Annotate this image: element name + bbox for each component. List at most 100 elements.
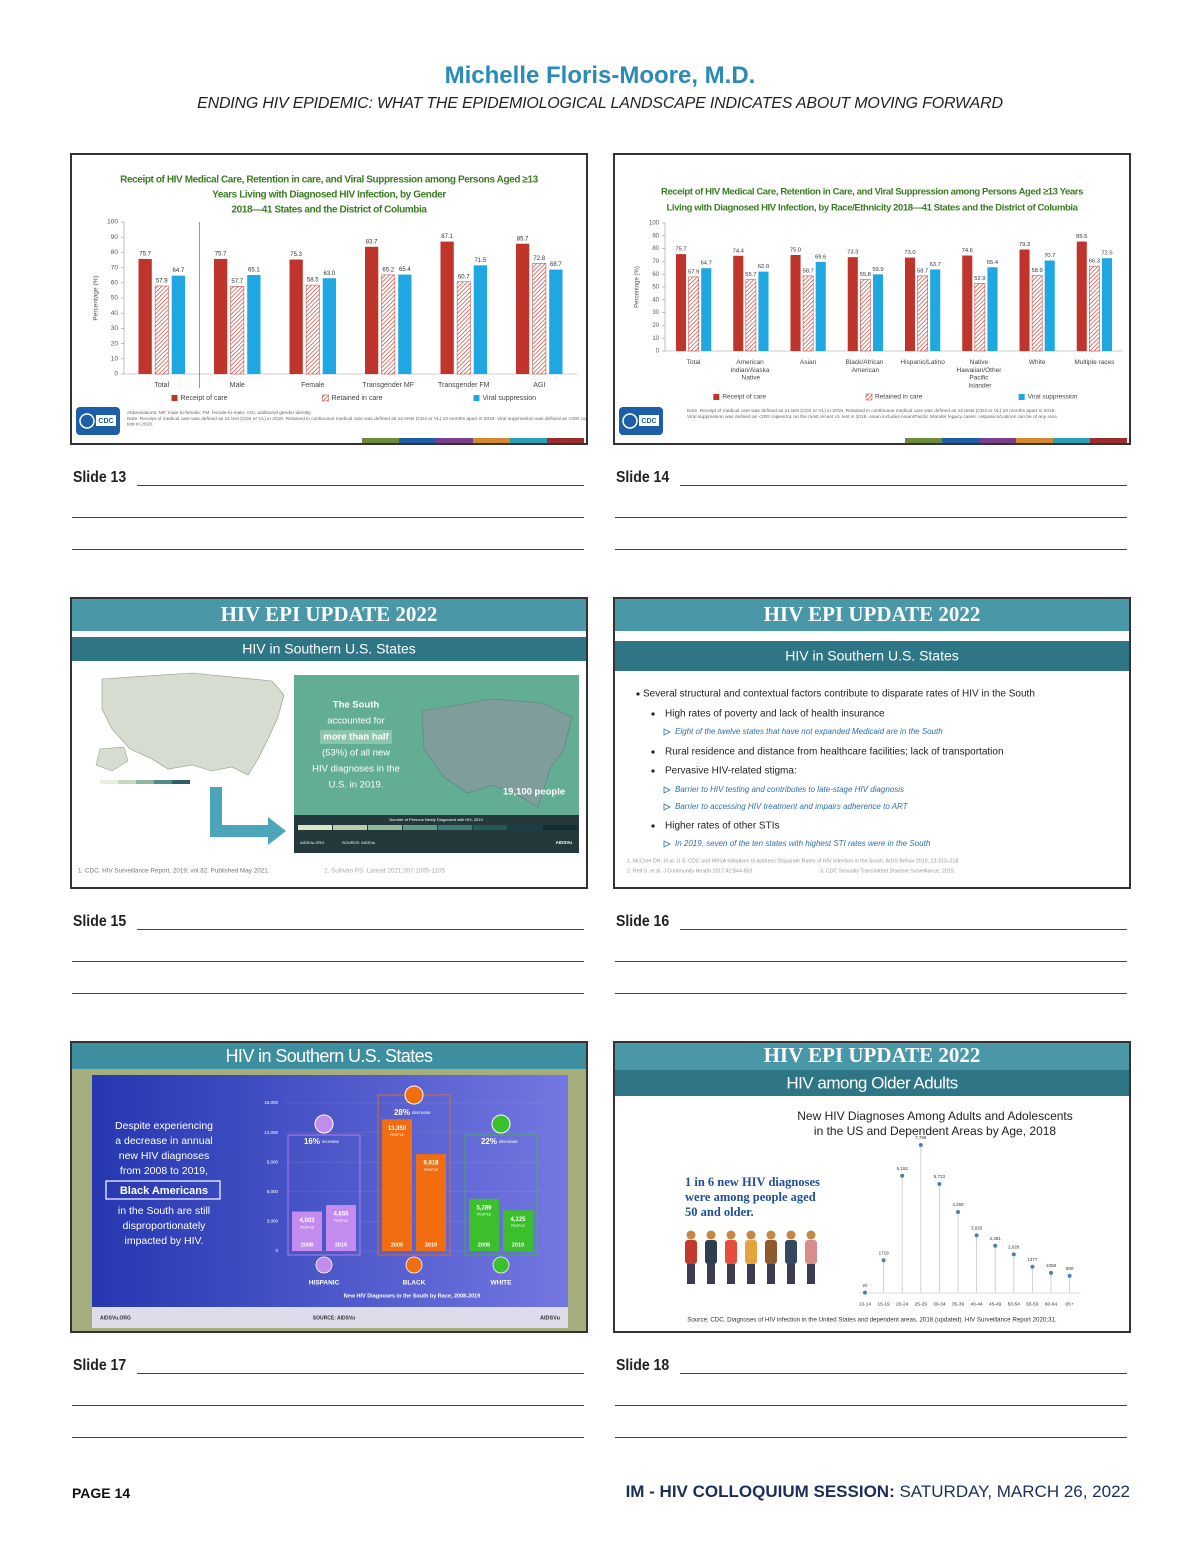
- y-tick-label: 30: [111, 325, 119, 332]
- session-subtitle: ENDING HIV EPIDEMIC: WHAT THE EPIDEMIOLO…: [197, 95, 1003, 112]
- color-strip: [905, 438, 942, 443]
- bar: [1044, 260, 1055, 351]
- value-label: 65.4: [987, 260, 999, 266]
- face-icon: [315, 1256, 333, 1274]
- y-tick-label: 100: [649, 221, 660, 227]
- x-tick-label: 45-49: [989, 1301, 1002, 1307]
- bullet: [651, 750, 655, 754]
- value-label: 72.5: [1101, 251, 1112, 257]
- slide-frame: HIV EPI UPDATE 2022 HIV in Southern U.S. …: [70, 597, 588, 889]
- slide-canvas: HIV EPI UPDATE 2022 HIV in Southern U.S. …: [615, 599, 1129, 874]
- person-head: [706, 1230, 716, 1240]
- bar: [1101, 258, 1113, 351]
- bullet-text: Rural residence and distance from health…: [665, 747, 1004, 758]
- y-tick-label: 9,000: [267, 1159, 279, 1164]
- value-label: 55.7: [745, 272, 756, 278]
- x-tick-label: 55-59: [1026, 1301, 1039, 1307]
- chart-title: Receipt of HIV Medical Care, Retention i…: [661, 187, 1083, 198]
- bar: [688, 276, 699, 352]
- note-line: [137, 1373, 584, 1374]
- title-band: [72, 599, 586, 631]
- title-band: [72, 1043, 586, 1069]
- note-line: [72, 1405, 584, 1406]
- color-strip: [1090, 438, 1127, 443]
- value-label: 4,125: [510, 1217, 526, 1223]
- bar: [860, 279, 871, 352]
- value-label: 75.0: [790, 248, 801, 254]
- x-tick-label: Transgender MF: [363, 382, 414, 389]
- bar: [802, 275, 814, 352]
- footer-left: AIDSVu.ORG: [300, 840, 324, 845]
- legend-swatch: [865, 393, 873, 401]
- color-strip: [547, 438, 584, 443]
- logo-emblem: [79, 413, 95, 429]
- value-label: 58.7: [917, 268, 928, 274]
- legend-cell: [508, 825, 542, 830]
- x-tick-label: American Indian/Alaska Native: [730, 359, 771, 382]
- bullet-text: Barrier to accessing HIV treatment and i…: [675, 802, 909, 811]
- value-label: 3,025: [971, 1226, 983, 1231]
- bar: [469, 1198, 499, 1251]
- value-label: 2,481: [990, 1236, 1002, 1241]
- legend-label: Viral suppression: [483, 395, 537, 402]
- y-tick-label: 50: [652, 285, 659, 291]
- bar: [364, 246, 379, 374]
- note-line: [615, 993, 1127, 994]
- person-head: [726, 1230, 736, 1240]
- value-label: 57.9: [688, 269, 699, 275]
- x-tick-label: Asian: [800, 359, 817, 366]
- panel-footer: [92, 1307, 568, 1328]
- lollipop-dot: [1030, 1264, 1035, 1269]
- change-label: decrease: [412, 1110, 431, 1115]
- bar: [917, 275, 928, 352]
- slide-canvas: HIV in Southern U.S. States Despite exper…: [72, 1043, 586, 1331]
- footer-left: AIDSVu.ORG: [100, 1315, 131, 1321]
- bar: [872, 274, 884, 351]
- x-tick-label: Black/African American: [846, 359, 886, 374]
- slide-frame: HIV EPI UPDATE 2022 HIV in Southern U.S. …: [613, 597, 1131, 889]
- person-body: [785, 1240, 797, 1264]
- slide-frame: 0 10 20 30 40 50 60 70 80 90 100 Percentage (%) Tota…: [613, 153, 1131, 445]
- value-label: 64.7: [173, 268, 185, 274]
- person-legs: [747, 1264, 755, 1284]
- slide-label: Slide 18: [616, 1357, 670, 1374]
- slide-frame: 0 10 20 30 40 50 60 70 80 90 100 Percentage (%) Tota…: [70, 153, 588, 445]
- face-icon: [492, 1256, 510, 1274]
- legend-swatch: [322, 394, 329, 402]
- bullet: [651, 824, 655, 828]
- value-label: 65.2: [382, 267, 394, 273]
- callout-text: 50 and older.: [685, 1205, 754, 1219]
- value-label: 1377: [1027, 1257, 1038, 1262]
- person-body: [705, 1240, 717, 1264]
- slide-title: HIV in Southern U.S. States: [226, 1046, 434, 1066]
- person-legs: [727, 1264, 735, 1284]
- color-strip: [362, 438, 399, 443]
- slide-subtitle: HIV among Older Adults: [786, 1073, 957, 1092]
- logo-box: [639, 415, 659, 426]
- note-line: [72, 961, 584, 962]
- x-tick-label: Hispanic/Latino: [900, 359, 945, 366]
- year-label: 2019: [425, 1242, 437, 1248]
- title-band: [615, 1043, 1129, 1070]
- lollipop-dot: [993, 1243, 998, 1248]
- group-name: HISPANIC: [309, 1280, 340, 1287]
- body-text: in the South are still: [118, 1205, 210, 1217]
- slide-subtitle: HIV in Southern U.S. States: [785, 648, 959, 664]
- bullet-text: Several structural and contextual factor…: [643, 689, 1035, 700]
- bullet: [651, 769, 655, 773]
- y-tick-label: 100: [107, 219, 118, 226]
- arrow-bullet: [663, 803, 671, 811]
- person-head: [806, 1230, 816, 1240]
- year-label: 2008: [391, 1242, 403, 1248]
- value-label: 63.0: [324, 271, 336, 277]
- slide-canvas: HIV EPI UPDATE 2022 HIV in Southern U.S. …: [72, 599, 586, 875]
- bar: [398, 274, 412, 374]
- arrow-bullet: [663, 840, 671, 848]
- value-label: 6,152: [897, 1166, 909, 1171]
- chart-caption: New HIV Diagnoses in the South by Race, …: [344, 1293, 481, 1299]
- y-tick-label: 6,000: [267, 1189, 279, 1194]
- legend-cell: [368, 825, 402, 830]
- bullet-text: Eight of the twelve states that have not…: [675, 727, 943, 736]
- value-label: 75.7: [675, 247, 686, 253]
- slide-canvas: 0 10 20 30 40 50 60 70 80 90 100 Percentage (%) Tota…: [76, 175, 586, 443]
